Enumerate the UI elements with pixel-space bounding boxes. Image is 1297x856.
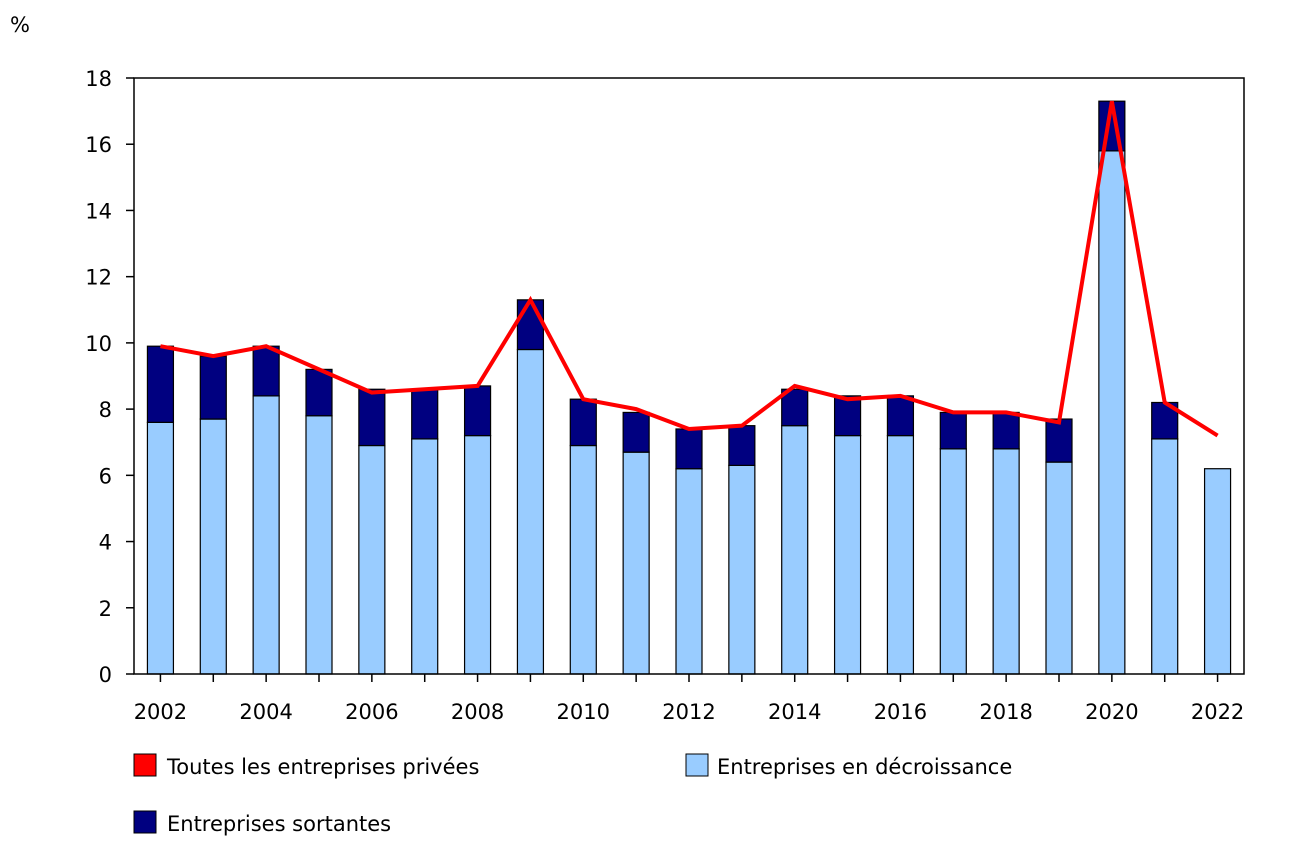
bar-sortantes-2016 <box>886 395 915 437</box>
bar-sortantes-2007 <box>411 388 439 440</box>
line-toutes-entreprises <box>160 100 1219 438</box>
bar-sortantes-2015 <box>833 395 862 437</box>
y-tick-label: 12 <box>85 266 112 290</box>
bar-decroissance-2020 <box>1098 150 1126 675</box>
bar-decroissance-2006 <box>358 444 386 675</box>
bar-sortantes-2019 <box>1045 418 1073 463</box>
x-tick-label-2002: 2002 <box>134 700 187 724</box>
bar-decroissance-2018 <box>992 448 1020 675</box>
bar-decroissance-2002 <box>146 421 175 675</box>
bar-decroissance-2003 <box>199 418 227 675</box>
bar-sortantes-2010 <box>569 398 597 447</box>
y-tick-label: 14 <box>85 199 112 223</box>
bar-decroissance-2017 <box>939 448 967 675</box>
bar-decroissance-2008 <box>463 435 492 675</box>
bar-decroissance-2014 <box>781 425 809 675</box>
x-tick-label-2004: 2004 <box>239 700 292 724</box>
bar-decroissance-2012 <box>675 468 703 675</box>
bar-decroissance-2010 <box>569 444 597 675</box>
x-tick-label-2022: 2022 <box>1191 700 1244 724</box>
bar-decroissance-2021 <box>1151 438 1179 675</box>
x-axis: 2002 2004 2006 2008 2010 2012 2014 2016 2018 2020… <box>134 674 1244 724</box>
legend-label-sortantes: Entreprises sortantes <box>167 812 391 836</box>
bar-decroissance-2019 <box>1045 461 1073 675</box>
bar-decroissance-2022 <box>1203 468 1232 675</box>
bar-decroissance-2016 <box>886 435 915 675</box>
legend-label-total: Toutes les entreprises privées <box>166 755 479 779</box>
y-axis-unit: % <box>10 13 30 37</box>
x-tick-label-2008: 2008 <box>451 700 504 724</box>
bar-sortantes-2008 <box>463 385 492 437</box>
bar-sortantes-2003 <box>199 355 227 420</box>
bar-decroissance-2004 <box>252 395 280 675</box>
line-layer <box>160 100 1219 438</box>
bar-sortantes-2018 <box>992 411 1020 450</box>
bar-sortantes-2017 <box>939 411 967 450</box>
bar-sortantes-2004 <box>252 345 280 397</box>
x-tick-label-2020: 2020 <box>1085 700 1138 724</box>
bar-sortantes-2012 <box>675 428 703 470</box>
y-tick-label: 2 <box>99 597 112 621</box>
x-tick-label-2012: 2012 <box>662 700 715 724</box>
y-tick-label: 0 <box>99 663 112 687</box>
legend-swatch-sortantes <box>133 810 157 834</box>
y-tick-label: 18 <box>85 67 112 91</box>
bar-decroissance-2009 <box>516 348 545 675</box>
bar-sortantes-2005 <box>305 368 333 417</box>
bar-decroissance-2007 <box>411 438 439 675</box>
y-tick-label: 10 <box>85 332 112 356</box>
y-tick-label: 4 <box>99 531 112 555</box>
y-axis: 0 2 4 6 8 10 12 14 16 18 <box>85 67 134 687</box>
y-tick-label: 8 <box>99 398 112 422</box>
x-tick-label-2016: 2016 <box>874 700 927 724</box>
bar-sortantes-2011 <box>622 411 650 453</box>
bar-sortantes-2013 <box>728 425 756 466</box>
bars-group <box>146 100 1232 675</box>
bar-decroissance-2011 <box>622 451 650 675</box>
x-tick-label-2006: 2006 <box>345 700 398 724</box>
bar-sortantes-2014 <box>781 388 809 427</box>
x-tick-label-2014: 2014 <box>768 700 821 724</box>
bar-sortantes-2006 <box>358 388 386 447</box>
legend-swatch-decroissance <box>685 753 709 777</box>
bar-decroissance-2013 <box>728 464 756 675</box>
legend-swatch-total <box>133 753 157 777</box>
legend-label-decroissance: Entreprises en décroissance <box>717 755 1012 779</box>
x-tick-label-2010: 2010 <box>557 700 610 724</box>
y-tick-label: 6 <box>99 464 112 488</box>
y-tick-label: 16 <box>85 133 112 157</box>
legend: Toutes les entreprises privées Entrepris… <box>133 753 1012 836</box>
bar-sortantes-2009 <box>516 299 545 351</box>
x-tick-label-2018: 2018 <box>979 700 1032 724</box>
bar-sortantes-2002 <box>146 345 175 423</box>
bar-decroissance-2005 <box>305 415 333 675</box>
bar-decroissance-2015 <box>833 435 862 675</box>
